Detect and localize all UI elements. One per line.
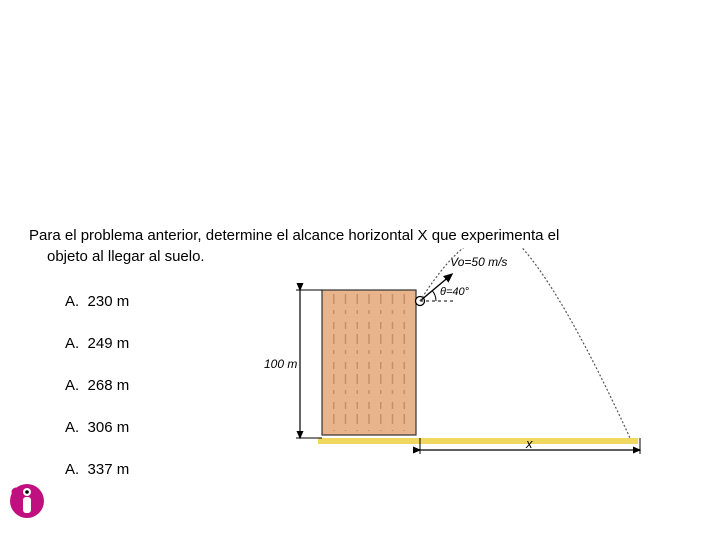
question-line1: Para el problema anterior, determine el … [29, 225, 700, 246]
physics-figure: 100 m θ=40° Vo=50 m/s x [262, 248, 662, 478]
option-value: 268 m [88, 377, 130, 394]
svg-text:100 m: 100 m [264, 357, 297, 371]
option-label: A. [65, 419, 79, 436]
option-label: A. [65, 461, 79, 478]
option-value: 337 m [88, 461, 130, 478]
svg-text:x: x [525, 436, 533, 451]
info-logo-icon [8, 482, 46, 520]
option-value: 230 m [88, 293, 130, 310]
option-label: A. [65, 293, 79, 310]
option-label: A. [65, 377, 79, 394]
option-value: 249 m [88, 335, 130, 352]
svg-text:Vo=50 m/s: Vo=50 m/s [450, 255, 507, 269]
option-label: A. [65, 335, 79, 352]
option-value: 306 m [88, 419, 130, 436]
svg-text:θ=40°: θ=40° [440, 286, 470, 298]
